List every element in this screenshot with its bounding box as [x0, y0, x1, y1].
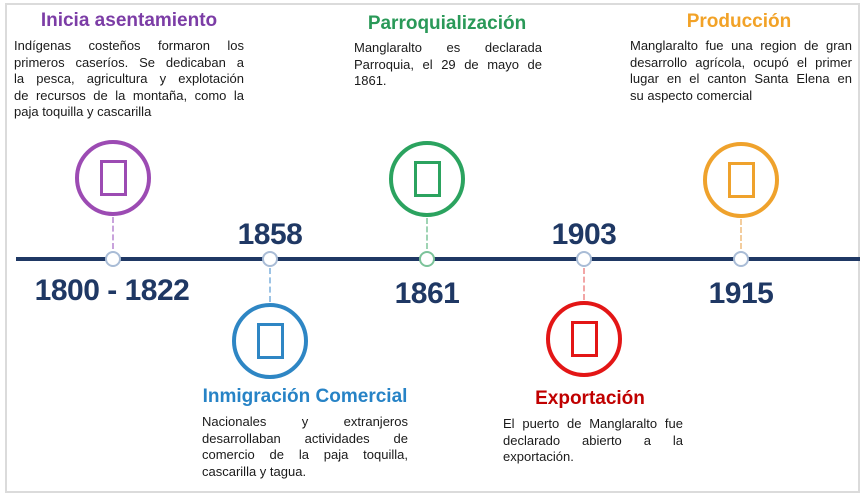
- timeline-node: [576, 251, 592, 267]
- event-year: 1858: [237, 218, 303, 251]
- event-description: El puerto de Manglaralto fue declarado ab…: [503, 416, 683, 464]
- event-year: 1800 - 1822: [34, 274, 190, 307]
- connector-line: [583, 268, 585, 300]
- event-circle: [232, 303, 308, 379]
- event-circle: [703, 142, 779, 218]
- timeline-node: [262, 251, 278, 267]
- event-year: 1915: [708, 277, 774, 310]
- event-description: Manglaralto fue una region de gran desarr…: [630, 38, 852, 103]
- event-description: Manglaralto es declarada Parroquia, el 29…: [354, 40, 542, 88]
- event-description: Indígenas costeños formaron los primeros …: [14, 38, 244, 119]
- event-title-inmigracion-comercial: Inmigración Comercial: [202, 386, 408, 407]
- placeholder-box-icon: [256, 323, 284, 359]
- timeline-node: [419, 251, 435, 267]
- timeline-node: [105, 251, 121, 267]
- event-circle: [75, 140, 151, 216]
- connector-line: [112, 217, 114, 249]
- event-circle: [389, 141, 465, 217]
- event-circle: [546, 301, 622, 377]
- timeline-line: [16, 257, 860, 261]
- placeholder-box-icon: [727, 162, 755, 198]
- connector-line: [426, 218, 428, 249]
- event-title-inicia-asentamiento: Inicia asentamiento: [40, 10, 218, 31]
- event-title-exportacion: Exportación: [535, 388, 645, 409]
- placeholder-box-icon: [99, 160, 127, 196]
- placeholder-box-icon: [570, 321, 598, 357]
- event-title-produccion: Producción: [686, 11, 792, 32]
- event-year: 1861: [394, 277, 460, 310]
- connector-line: [740, 219, 742, 249]
- placeholder-box-icon: [413, 161, 441, 197]
- event-description: Nacionales y extranjeros desarrollaban ac…: [202, 414, 408, 479]
- connector-line: [269, 268, 271, 302]
- event-year: 1903: [551, 218, 617, 251]
- timeline-node: [733, 251, 749, 267]
- event-title-parroquializacion: Parroquialización: [367, 13, 527, 34]
